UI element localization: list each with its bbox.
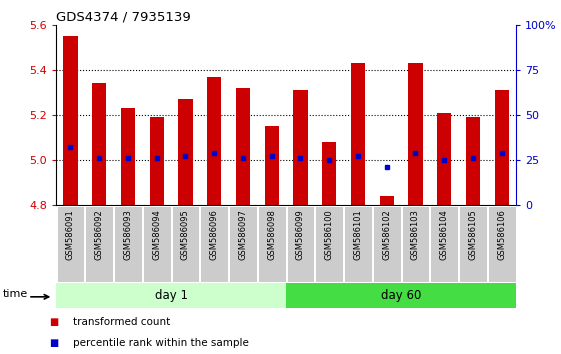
FancyBboxPatch shape [258, 206, 286, 282]
Text: GSM586101: GSM586101 [353, 209, 362, 260]
Text: GSM586095: GSM586095 [181, 209, 190, 260]
Text: GSM586104: GSM586104 [440, 209, 449, 260]
FancyBboxPatch shape [344, 206, 372, 282]
Bar [121, 108, 135, 205]
Bar [322, 142, 337, 205]
Bar [236, 88, 250, 205]
Text: transformed count: transformed count [73, 317, 171, 327]
Bar [437, 113, 452, 205]
Text: GSM586091: GSM586091 [66, 209, 75, 260]
Text: ■: ■ [49, 338, 59, 348]
Bar [178, 99, 192, 205]
Bar [380, 196, 394, 205]
FancyBboxPatch shape [430, 206, 458, 282]
Bar [63, 36, 77, 205]
FancyBboxPatch shape [85, 206, 113, 282]
Text: day 1: day 1 [155, 289, 187, 302]
Bar [293, 90, 307, 205]
Bar [265, 126, 279, 205]
FancyBboxPatch shape [143, 206, 171, 282]
Bar [351, 63, 365, 205]
Text: GSM586097: GSM586097 [238, 209, 247, 260]
Text: ■: ■ [49, 317, 59, 327]
Text: GSM586096: GSM586096 [210, 209, 219, 260]
Bar [495, 90, 509, 205]
Bar [408, 63, 422, 205]
Text: GSM586103: GSM586103 [411, 209, 420, 260]
Text: GDS4374 / 7935139: GDS4374 / 7935139 [56, 11, 191, 24]
Bar [466, 117, 480, 205]
Text: percentile rank within the sample: percentile rank within the sample [73, 338, 249, 348]
FancyBboxPatch shape [114, 206, 142, 282]
Text: GSM586094: GSM586094 [152, 209, 161, 260]
Text: GSM586106: GSM586106 [497, 209, 506, 260]
Bar [207, 77, 222, 205]
FancyBboxPatch shape [229, 206, 257, 282]
Text: time: time [3, 289, 28, 299]
Text: GSM586092: GSM586092 [95, 209, 104, 260]
FancyBboxPatch shape [56, 283, 286, 308]
Text: GSM586102: GSM586102 [382, 209, 391, 260]
Text: GSM586100: GSM586100 [325, 209, 334, 260]
FancyBboxPatch shape [459, 206, 487, 282]
Text: GSM586098: GSM586098 [267, 209, 276, 260]
FancyBboxPatch shape [402, 206, 429, 282]
FancyBboxPatch shape [488, 206, 516, 282]
FancyBboxPatch shape [315, 206, 343, 282]
FancyBboxPatch shape [373, 206, 401, 282]
Text: GSM586105: GSM586105 [468, 209, 477, 260]
FancyBboxPatch shape [57, 206, 84, 282]
Text: GSM586093: GSM586093 [123, 209, 132, 260]
Bar [150, 117, 164, 205]
FancyBboxPatch shape [286, 283, 516, 308]
FancyBboxPatch shape [287, 206, 314, 282]
Bar [92, 84, 107, 205]
Text: day 60: day 60 [381, 289, 421, 302]
Text: GSM586099: GSM586099 [296, 209, 305, 260]
FancyBboxPatch shape [200, 206, 228, 282]
FancyBboxPatch shape [172, 206, 199, 282]
